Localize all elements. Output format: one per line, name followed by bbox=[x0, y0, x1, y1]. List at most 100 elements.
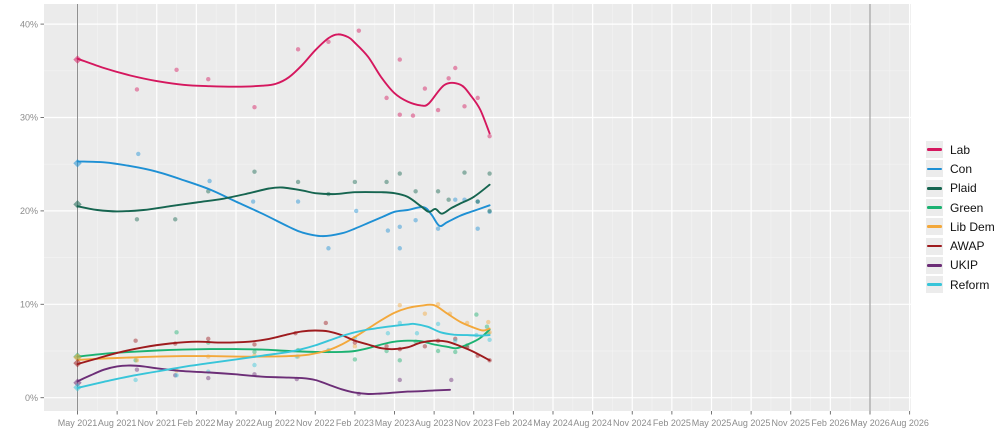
poll-point-lib-dem bbox=[134, 358, 140, 363]
poll-point-awap bbox=[384, 344, 389, 349]
legend-line-swatch-lab bbox=[927, 148, 942, 151]
x-axis-label: May 2025 bbox=[692, 418, 732, 428]
x-axis-label: Aug 2026 bbox=[890, 418, 929, 428]
poll-point-con bbox=[326, 246, 331, 251]
legend-item-lib-dem: Lib Dem bbox=[926, 217, 995, 236]
poll-point-plaid bbox=[475, 199, 480, 204]
legend-item-lab: Lab bbox=[926, 140, 995, 159]
trend-line-ukip bbox=[76, 364, 451, 395]
election-result-diamond-lab bbox=[73, 55, 82, 64]
poll-point-con bbox=[207, 178, 212, 184]
poll-point-lab bbox=[410, 113, 416, 118]
poll-point-con bbox=[397, 224, 402, 229]
poll-point-lab bbox=[397, 57, 402, 62]
poll-point-lib-dem bbox=[486, 319, 491, 325]
election-result-diamond-lib-dem bbox=[73, 353, 82, 362]
poll-point-con bbox=[435, 226, 441, 231]
legend-item-con: Con bbox=[926, 159, 995, 178]
poll-point-awap bbox=[323, 320, 329, 326]
poll-point-plaid bbox=[252, 169, 257, 174]
poll-point-ukip bbox=[206, 375, 211, 381]
x-axis-label: Nov 2025 bbox=[771, 418, 810, 428]
poll-point-plaid bbox=[134, 217, 140, 222]
poll-point-plaid bbox=[413, 189, 418, 194]
legend-line-swatch-lib-dem bbox=[927, 225, 942, 229]
legend-key-lib-dem bbox=[926, 218, 943, 236]
poll-point-reform bbox=[414, 331, 420, 336]
poll-point-plaid bbox=[384, 179, 389, 185]
poll-point-plaid bbox=[487, 208, 492, 214]
legend-line-swatch-plaid bbox=[927, 186, 942, 190]
poll-point-plaid bbox=[295, 179, 301, 185]
poll-point-con bbox=[475, 226, 480, 231]
poll-point-ukip bbox=[449, 377, 454, 383]
poll-point-plaid bbox=[435, 189, 441, 194]
poll-point-lab bbox=[475, 95, 480, 101]
trend-line-green bbox=[76, 328, 491, 358]
legend-key-ukip bbox=[926, 256, 943, 274]
election-result-diamond-plaid bbox=[73, 200, 82, 209]
election-result-diamond-con bbox=[73, 159, 82, 168]
chart-legend: Lab Con Plaid Green Lib Dem AWAP UKIP Reform bbox=[926, 140, 995, 294]
legend-label-ukip: UKIP bbox=[950, 258, 979, 273]
x-axis-label: Feb 2026 bbox=[811, 418, 849, 428]
legend-label-lib-dem: Lib Dem bbox=[950, 219, 995, 234]
x-axis-label: Aug 2021 bbox=[98, 418, 137, 428]
legend-label-awap: AWAP bbox=[950, 239, 985, 254]
x-axis-label: May 2022 bbox=[216, 418, 256, 428]
legend-item-awap: AWAP bbox=[926, 236, 995, 255]
poll-point-lab bbox=[252, 105, 257, 110]
legend-item-ukip: UKIP bbox=[926, 256, 995, 275]
poll-point-lab bbox=[356, 28, 362, 33]
poll-point-con bbox=[250, 199, 256, 204]
trend-line-plaid bbox=[76, 183, 491, 215]
x-axis-label: Aug 2025 bbox=[732, 418, 771, 428]
x-axis-label: Feb 2023 bbox=[336, 418, 374, 428]
legend-key-lab bbox=[926, 141, 943, 159]
trend-line-con bbox=[76, 160, 491, 238]
y-axis-label: 0% bbox=[25, 393, 38, 403]
poll-point-green bbox=[453, 349, 458, 355]
trend-line-awap bbox=[76, 329, 491, 366]
poll-point-awap bbox=[206, 336, 211, 342]
legend-line-swatch-green bbox=[927, 206, 942, 209]
poll-point-lab bbox=[487, 133, 492, 139]
poll-point-plaid bbox=[173, 217, 178, 222]
x-axis-label: May 2023 bbox=[375, 418, 415, 428]
poll-point-green bbox=[435, 348, 441, 354]
legend-line-swatch-awap bbox=[927, 244, 942, 248]
poll-point-reform bbox=[252, 362, 257, 368]
y-axis-label: 40% bbox=[20, 19, 38, 29]
poll-point-green bbox=[474, 312, 479, 317]
poll-point-awap bbox=[252, 342, 257, 347]
poll-point-green bbox=[133, 358, 138, 363]
poll-point-plaid bbox=[462, 170, 467, 175]
poll-point-reform bbox=[385, 331, 391, 336]
plot-panel bbox=[44, 4, 911, 411]
poll-point-lab bbox=[397, 112, 402, 117]
poll-point-plaid bbox=[487, 171, 492, 176]
legend-label-lab: Lab bbox=[950, 142, 971, 157]
x-axis-label: Aug 2023 bbox=[415, 418, 454, 428]
poll-point-lab bbox=[422, 86, 428, 91]
poll-point-lab bbox=[326, 39, 331, 45]
poll-point-green bbox=[352, 357, 358, 362]
x-axis-label: Nov 2021 bbox=[137, 418, 176, 428]
poll-point-reform bbox=[487, 337, 492, 342]
poll-point-con bbox=[295, 199, 301, 204]
x-axis-label: Aug 2024 bbox=[573, 418, 612, 428]
poll-point-plaid bbox=[446, 197, 451, 202]
poll-point-con bbox=[136, 151, 141, 157]
x-axis-label: Nov 2024 bbox=[613, 418, 652, 428]
poll-point-reform bbox=[397, 320, 402, 326]
poll-point-con bbox=[353, 208, 359, 214]
poll-point-lib-dem bbox=[397, 303, 402, 308]
poll-point-awap bbox=[453, 336, 458, 342]
poll-point-lab bbox=[462, 104, 467, 109]
poll-point-con bbox=[413, 218, 418, 223]
poll-point-lab bbox=[174, 67, 179, 73]
legend-label-plaid: Plaid bbox=[950, 181, 977, 196]
x-axis-label: Nov 2023 bbox=[454, 418, 493, 428]
poll-point-con bbox=[453, 197, 458, 202]
poll-point-awap bbox=[422, 344, 428, 349]
